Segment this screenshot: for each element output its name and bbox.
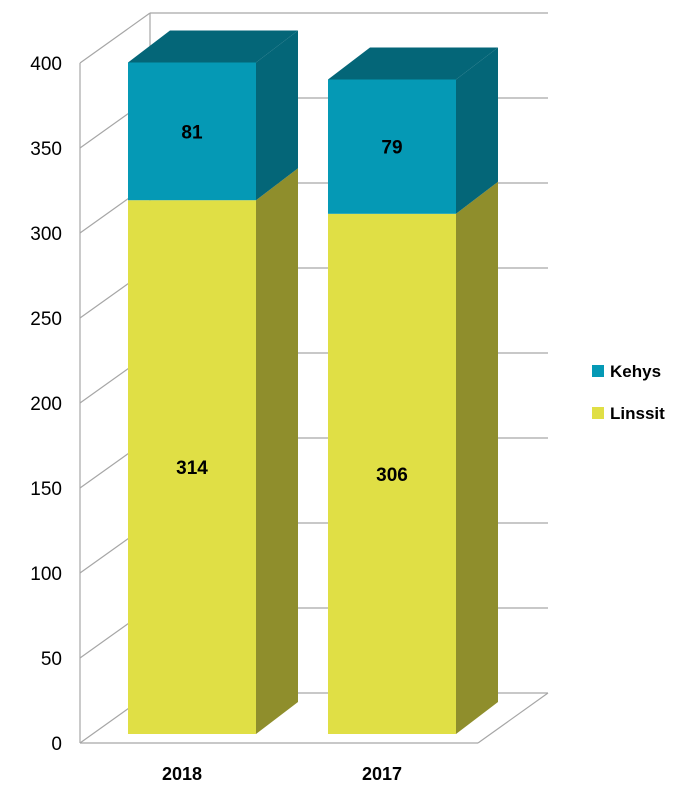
bar-top-face <box>328 47 498 80</box>
floor-right-edge <box>477 692 549 744</box>
legend: Kehys Linssit <box>592 362 665 423</box>
bar-segment-side <box>256 168 298 734</box>
bar-segment <box>128 62 256 201</box>
x-category-label: 2017 <box>362 764 402 784</box>
y-tick-label: 0 <box>51 734 62 755</box>
y-tick-label: 300 <box>30 224 62 245</box>
x-category-label: 2018 <box>162 764 202 784</box>
bar-segment <box>128 200 256 734</box>
y-axis-tick-labels: 0 50 100 150 200 250 300 350 400 <box>30 54 62 755</box>
bar-segment <box>328 79 456 214</box>
legend-label: Linssit <box>610 404 665 423</box>
y-tick-label: 150 <box>30 479 62 500</box>
y-tick-label: 100 <box>30 564 62 585</box>
bar-segment <box>328 213 456 735</box>
data-label: 314 <box>176 458 208 479</box>
legend-label: Kehys <box>610 362 661 381</box>
bar-segment-side <box>256 30 298 201</box>
data-label: 306 <box>376 465 408 486</box>
x-axis-category-labels: 2018 2017 <box>162 764 402 784</box>
data-label: 79 <box>381 138 402 159</box>
bar-segment-side <box>456 47 498 214</box>
y-tick-label: 50 <box>41 649 62 670</box>
legend-swatch <box>592 365 604 377</box>
bars: 314 81 306 79 <box>128 30 498 735</box>
bar-segment-side <box>456 181 498 735</box>
y-tick-label: 200 <box>30 394 62 415</box>
gridline-side <box>79 12 151 64</box>
y-tick-label: 250 <box>30 309 62 330</box>
y-tick-label: 350 <box>30 139 62 160</box>
legend-swatch <box>592 407 604 419</box>
y-tick-label: 400 <box>30 54 62 75</box>
data-label: 81 <box>181 122 203 143</box>
bar-top-face <box>128 30 298 63</box>
